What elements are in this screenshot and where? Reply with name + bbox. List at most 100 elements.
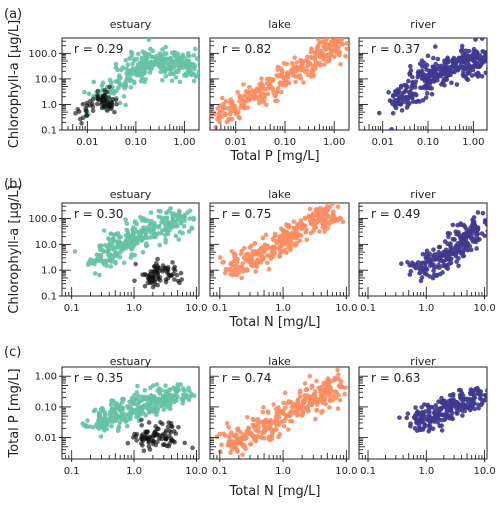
data-point <box>146 38 152 43</box>
data-point <box>100 247 105 253</box>
data-point <box>394 90 399 95</box>
data-point <box>470 222 475 227</box>
data-point <box>296 407 302 412</box>
data-point <box>123 83 129 89</box>
data-point <box>143 232 149 237</box>
data-point <box>125 231 131 237</box>
correlation-label: r = 0.82 <box>222 42 271 56</box>
data-point <box>163 240 169 245</box>
data-point <box>113 97 119 103</box>
data-point <box>137 412 143 417</box>
data-point <box>269 436 275 442</box>
data-point <box>226 439 232 445</box>
data-point <box>128 72 134 77</box>
data-point <box>123 217 128 222</box>
data-point <box>433 415 438 421</box>
data-point <box>291 401 296 407</box>
data-point <box>86 91 92 97</box>
data-point <box>95 96 101 102</box>
data-point <box>325 225 331 231</box>
data-point <box>270 431 275 436</box>
data-point <box>155 265 160 270</box>
data-point <box>154 382 160 387</box>
data-point <box>326 389 332 395</box>
data-point <box>296 232 301 238</box>
data-point <box>305 72 311 78</box>
data-point <box>178 270 184 276</box>
x-tick-label: 1.0 <box>126 466 142 477</box>
data-point <box>235 426 240 432</box>
data-point <box>102 243 108 248</box>
data-point <box>92 271 98 276</box>
data-point <box>73 110 78 116</box>
data-point <box>134 438 139 443</box>
facet-title: lake <box>268 188 291 201</box>
x-tick-label: 10.0 <box>185 466 207 477</box>
data-point <box>72 249 78 254</box>
data-point <box>458 222 464 228</box>
data-point <box>322 229 328 234</box>
data-point <box>462 402 467 408</box>
data-point <box>402 82 407 88</box>
data-point <box>94 422 99 428</box>
data-point <box>106 95 112 100</box>
data-point <box>329 398 335 403</box>
data-point <box>251 417 257 423</box>
correlation-label: r = 0.63 <box>371 371 420 385</box>
data-point <box>126 413 132 418</box>
data-point <box>304 237 310 243</box>
panel-label: (a) <box>4 7 22 22</box>
data-point <box>313 416 318 422</box>
data-point <box>437 244 443 250</box>
data-point <box>469 73 475 78</box>
data-point <box>173 75 179 80</box>
data-point <box>471 46 477 52</box>
data-point <box>422 423 427 428</box>
data-point <box>145 235 150 241</box>
data-point <box>100 80 106 85</box>
data-point <box>330 203 336 206</box>
data-point <box>270 254 276 259</box>
data-point <box>460 413 465 418</box>
data-point <box>234 272 240 278</box>
data-point <box>297 73 303 78</box>
x-tick-label: 10.0 <box>473 303 495 314</box>
data-point <box>142 388 148 393</box>
data-point <box>155 426 160 431</box>
data-point <box>114 88 119 94</box>
x-tick-label: 0.01 <box>76 137 98 148</box>
data-point <box>228 271 234 277</box>
data-point <box>271 402 276 407</box>
y-tick-label: 10.0 <box>35 240 57 251</box>
data-point <box>95 101 100 107</box>
data-point <box>445 266 451 271</box>
point-layer <box>73 38 199 126</box>
facet-title: lake <box>268 355 291 368</box>
data-point <box>140 249 146 255</box>
data-point <box>151 395 157 401</box>
data-point <box>85 418 90 423</box>
data-point <box>261 405 266 410</box>
data-point <box>408 63 413 69</box>
data-point <box>170 59 175 65</box>
data-point <box>135 51 141 57</box>
data-point <box>319 214 325 220</box>
data-point <box>307 206 313 212</box>
data-point <box>459 397 464 403</box>
data-point <box>242 99 248 104</box>
data-point <box>162 57 167 63</box>
data-point <box>458 236 463 241</box>
data-point <box>421 60 427 66</box>
data-point <box>80 115 86 120</box>
data-point <box>112 109 117 115</box>
x-tick-label: 0.01 <box>372 137 394 148</box>
data-point <box>447 251 453 257</box>
data-point <box>437 423 443 429</box>
data-point <box>430 55 436 61</box>
data-point <box>153 56 158 61</box>
data-point <box>133 410 139 416</box>
data-point <box>466 48 472 54</box>
data-point <box>307 373 313 379</box>
data-point <box>217 431 223 437</box>
data-point <box>107 77 113 83</box>
